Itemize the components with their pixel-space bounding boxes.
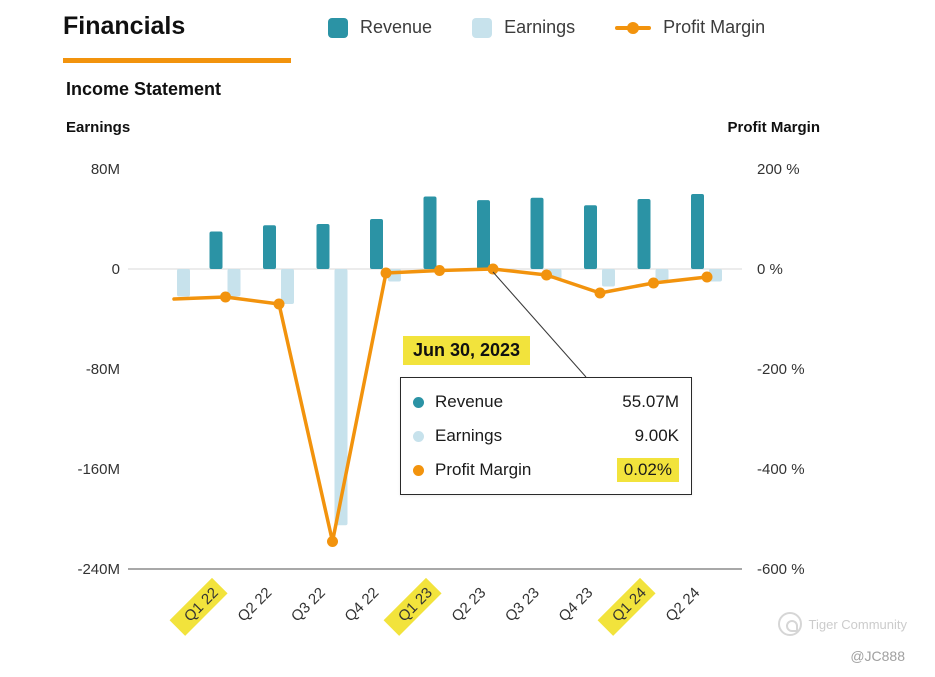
right-axis-tick: -600 % bbox=[757, 561, 805, 578]
x-label-highlight bbox=[597, 577, 656, 636]
x-axis-label: Q2 23 bbox=[448, 584, 489, 625]
earnings-bar[interactable] bbox=[281, 269, 294, 304]
earnings-swatch-icon bbox=[472, 17, 493, 38]
x-axis-label: Q4 22 bbox=[341, 584, 382, 625]
tooltip-value: 55.07M bbox=[622, 392, 679, 411]
x-axis-label-group[interactable]: Q3 23 bbox=[502, 584, 543, 625]
x-axis-label-group[interactable]: Q2 22 bbox=[234, 584, 275, 625]
legend-item-profit-margin[interactable]: Profit Margin bbox=[615, 17, 765, 38]
watermark: Tiger Community bbox=[777, 612, 907, 636]
legend-item-revenue[interactable]: Revenue bbox=[328, 17, 432, 38]
x-axis-label-group[interactable]: Q2 24 bbox=[662, 584, 703, 625]
left-axis-tick: 80M bbox=[91, 161, 120, 178]
earnings-bar[interactable] bbox=[602, 269, 615, 287]
profit-margin-point[interactable] bbox=[327, 536, 338, 547]
profit-margin-point[interactable] bbox=[380, 267, 392, 279]
x-axis-label: Q3 22 bbox=[288, 584, 329, 625]
tooltip-label: Profit Margin bbox=[435, 460, 532, 479]
legend-label: Revenue bbox=[360, 17, 433, 37]
right-axis-tick: -400 % bbox=[757, 461, 805, 478]
tooltip-row-earnings: Earnings 9.00K bbox=[413, 419, 679, 453]
right-axis-tick: 0 % bbox=[757, 261, 783, 278]
section-title: Income Statement bbox=[66, 79, 222, 99]
x-label-highlight bbox=[169, 577, 228, 636]
earnings-dot-icon bbox=[413, 430, 424, 442]
tiger-community-logo-icon bbox=[777, 612, 802, 636]
x-axis-label-group[interactable]: Q4 22 bbox=[341, 584, 382, 625]
x-axis-label-group[interactable]: Q1 23 bbox=[383, 577, 442, 636]
x-axis-label: Q4 23 bbox=[555, 584, 596, 625]
left-axis-tick: -160M bbox=[77, 461, 120, 478]
tooltip-row-profit-margin: Profit Margin 0.02% bbox=[413, 453, 679, 487]
x-axis-label-group[interactable]: Q1 22 bbox=[169, 577, 228, 636]
right-axis-title: Profit Margin bbox=[727, 119, 821, 136]
earnings-bar[interactable] bbox=[655, 269, 669, 281]
left-axis-tick: 0 bbox=[112, 261, 120, 278]
chart-legend: Revenue Earnings Profit Margin bbox=[328, 17, 765, 38]
x-axis-label: Q2 24 bbox=[662, 584, 703, 625]
legend-item-earnings[interactable]: Earnings bbox=[472, 17, 575, 38]
revenue-bar[interactable] bbox=[530, 197, 544, 269]
revenue-bar[interactable] bbox=[316, 224, 330, 269]
revenue-bar[interactable] bbox=[423, 196, 437, 270]
page-title: Financials bbox=[63, 12, 186, 40]
tooltip-connector-line bbox=[492, 271, 587, 378]
x-axis-label-group[interactable]: Q1 24 bbox=[597, 577, 656, 636]
profit-margin-point[interactable] bbox=[273, 298, 285, 310]
tooltip-value: 9.00K bbox=[634, 426, 679, 445]
profit-margin-point[interactable] bbox=[541, 269, 552, 281]
revenue-bar[interactable] bbox=[263, 225, 276, 269]
income-statement-chart[interactable]: 80M 0 -80M -160M -240M 200 % 0 % -200 % -400 % -6… bbox=[0, 150, 935, 660]
tooltip-date: Jun 30, 2023 bbox=[403, 336, 531, 365]
title-accent-underline bbox=[63, 58, 291, 63]
tooltip-row-revenue: Revenue 55.07M bbox=[413, 385, 679, 419]
left-axis-tick: -240M bbox=[77, 561, 120, 578]
x-axis-label-group[interactable]: Q2 23 bbox=[448, 584, 489, 625]
watermark-user: @JC888 bbox=[850, 648, 905, 664]
left-axis-tick: -80M bbox=[86, 361, 120, 378]
revenue-bar[interactable] bbox=[209, 231, 223, 270]
tooltip-label: Revenue bbox=[435, 392, 504, 411]
revenue-dot-icon bbox=[413, 396, 424, 408]
x-axis-label: Q2 22 bbox=[234, 584, 275, 625]
revenue-bar[interactable] bbox=[584, 205, 597, 269]
earnings-bar[interactable] bbox=[334, 269, 348, 526]
profit-margin-point[interactable] bbox=[487, 263, 499, 275]
profit-margin-point[interactable] bbox=[594, 287, 606, 299]
tooltip-value-highlighted: 0.02% bbox=[616, 458, 679, 482]
x-axis-label-group[interactable]: Q4 23 bbox=[555, 584, 596, 625]
x-axis-label-group[interactable]: Q3 22 bbox=[288, 584, 329, 625]
revenue-bar[interactable] bbox=[370, 219, 383, 269]
x-label-highlight bbox=[383, 577, 442, 636]
right-axis-tick: 200 % bbox=[757, 161, 800, 178]
revenue-swatch-icon bbox=[328, 17, 348, 38]
profit-margin-linedot-icon bbox=[615, 21, 652, 34]
watermark-brand: Tiger Community bbox=[808, 616, 907, 632]
profit-margin-point[interactable] bbox=[648, 277, 659, 289]
profit-margin-dot-icon bbox=[413, 464, 424, 476]
earnings-bar-partial[interactable] bbox=[177, 269, 190, 297]
revenue-bar[interactable] bbox=[637, 199, 651, 269]
revenue-bar[interactable] bbox=[691, 194, 704, 269]
left-axis-title: Earnings bbox=[66, 119, 131, 136]
legend-label: Profit Margin bbox=[663, 17, 766, 37]
profit-margin-point[interactable] bbox=[701, 271, 713, 283]
profit-margin-point[interactable] bbox=[220, 291, 231, 303]
chart-tooltip: Revenue 55.07M Earnings 9.00K Profit Mar… bbox=[400, 377, 692, 495]
legend-label: Earnings bbox=[504, 17, 576, 37]
earnings-bar[interactable] bbox=[227, 269, 241, 297]
revenue-bar[interactable] bbox=[477, 200, 490, 269]
tooltip-label: Earnings bbox=[435, 426, 503, 445]
profit-margin-point[interactable] bbox=[434, 265, 445, 276]
right-axis-tick: -200 % bbox=[757, 361, 805, 378]
x-axis-label: Q3 23 bbox=[502, 584, 543, 625]
